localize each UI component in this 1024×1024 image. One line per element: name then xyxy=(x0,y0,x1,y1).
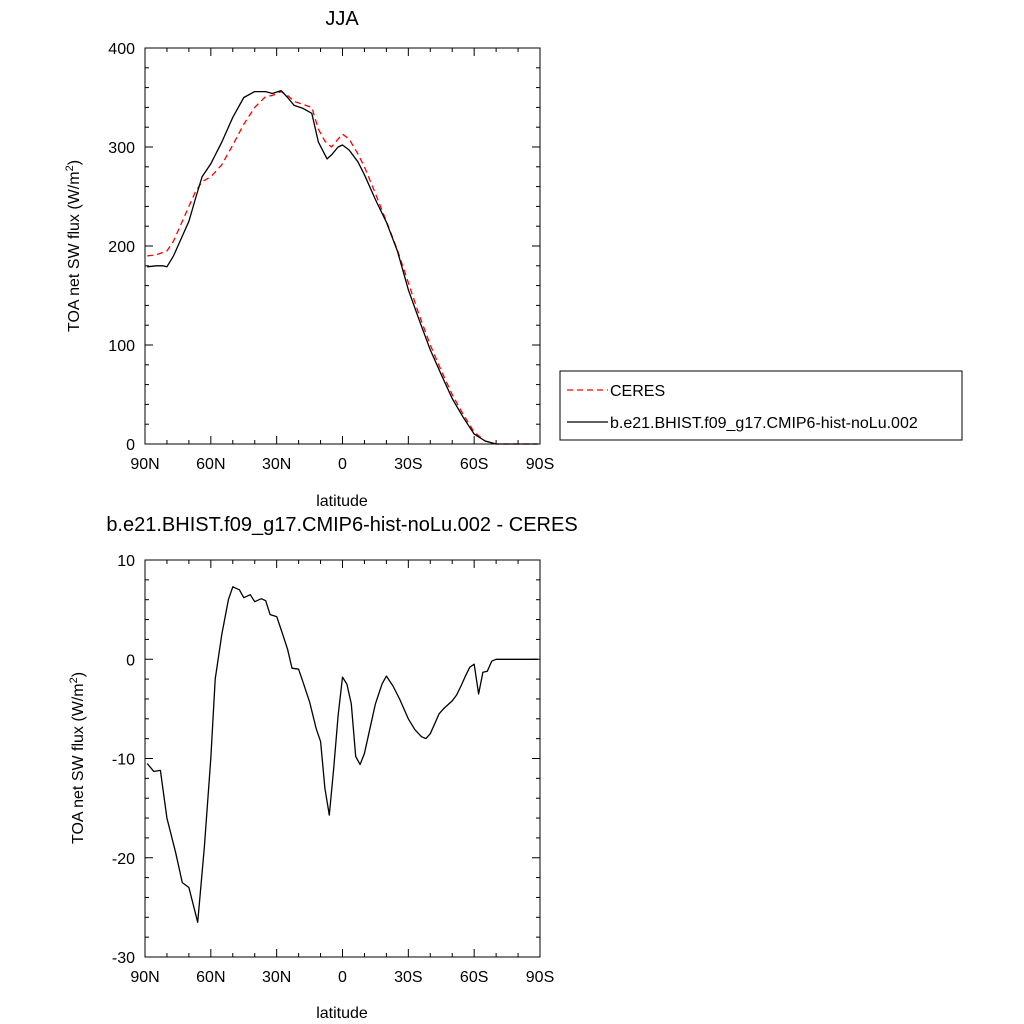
bottom-axis-ticks: 90N 60N 30N 0 30S 60S 90S -30 -20 -10 0 10 xyxy=(112,553,554,986)
bottom-plot-frame xyxy=(144,559,541,958)
legend-label-model: b.e21.BHIST.f09_g17.CMIP6-hist-noLu.002 xyxy=(610,415,918,432)
bottom-y-tick-label: -30 xyxy=(112,950,135,967)
top-plot-frame xyxy=(144,47,541,445)
bottom-x-tick-label: 0 xyxy=(338,969,347,986)
bottom-series-lines xyxy=(146,586,538,923)
legend: CERES b.e21.BHIST.f09_g17.CMIP6-hist-noL… xyxy=(559,370,963,441)
bottom-x-tick-label: 30N xyxy=(262,969,291,986)
bottom-series-line-0 xyxy=(146,586,538,923)
bottom-x-tick-label: 60N xyxy=(196,969,225,986)
top-x-tick-label: 0 xyxy=(338,456,347,473)
bottom-chart-title: b.e21.BHIST.f09_g17.CMIP6-hist-noLu.002 … xyxy=(106,514,577,536)
top-x-axis-label: latitude xyxy=(316,493,368,510)
top-y-tick-label: 200 xyxy=(108,239,135,256)
top-series-line-0 xyxy=(147,90,538,445)
top-y-tick-label: 300 xyxy=(108,140,135,157)
bottom-y-tick-label: -20 xyxy=(112,851,135,868)
bottom-x-tick-label: 90S xyxy=(526,969,554,986)
top-x-tick-label: 30N xyxy=(262,456,291,473)
top-series-line-1 xyxy=(147,89,538,445)
bottom-y-tick-label: 0 xyxy=(126,652,135,669)
bottom-x-tick-label: 30S xyxy=(394,969,422,986)
bottom-y-axis-label: TOA net SW flux (W/m2) xyxy=(68,672,87,844)
legend-label-ceres: CERES xyxy=(610,383,665,400)
top-x-tick-label: 60N xyxy=(196,456,225,473)
bottom-x-tick-label: 90N xyxy=(130,969,159,986)
bottom-panel: b.e21.BHIST.f09_g17.CMIP6-hist-noLu.002 … xyxy=(68,514,578,1022)
bottom-x-axis-label: latitude xyxy=(316,1005,368,1022)
top-series-lines xyxy=(147,89,538,445)
legend-box xyxy=(559,370,963,441)
top-x-tick-label: 60S xyxy=(460,456,488,473)
top-y-tick-label: 100 xyxy=(108,338,135,355)
top-x-tick-label: 30S xyxy=(394,456,422,473)
bottom-y-tick-label: -10 xyxy=(112,752,135,769)
top-y-axis-label: TOA net SW flux (W/m2) xyxy=(64,160,83,332)
top-axis-ticks: 90N 60N 30N 0 30S 60S 90S 0 100 200 300 400 xyxy=(108,41,554,473)
top-y-tick-label: 400 xyxy=(108,41,135,58)
top-x-tick-label: 90S xyxy=(526,456,554,473)
bottom-x-tick-label: 60S xyxy=(460,969,488,986)
top-y-tick-label: 0 xyxy=(126,437,135,454)
bottom-y-tick-label: 10 xyxy=(117,553,135,570)
top-panel: JJA 90N 60N 30N 0 30S 60S 90S 0 100 200 300 400 lat… xyxy=(64,8,963,510)
top-chart-title: JJA xyxy=(325,8,359,30)
top-x-tick-label: 90N xyxy=(130,456,159,473)
